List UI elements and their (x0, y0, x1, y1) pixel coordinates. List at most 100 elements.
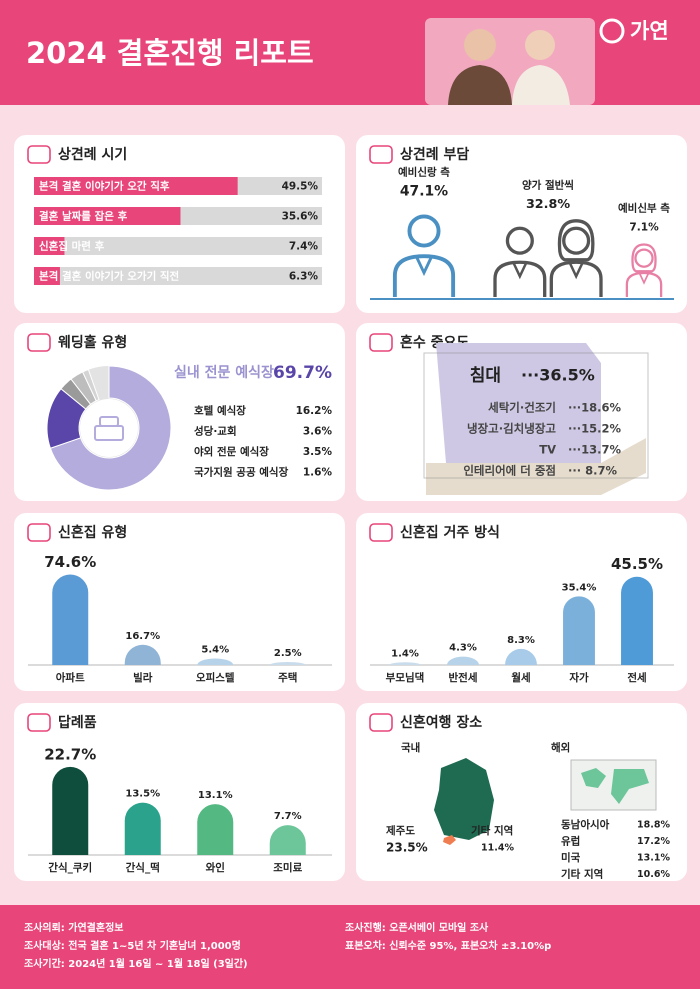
bar (34, 207, 181, 225)
value-label: 2.5% (274, 648, 302, 659)
panel-icon (369, 713, 393, 732)
list-label: 세탁기·건조기 (488, 401, 556, 415)
bar-track (34, 237, 322, 255)
panel (356, 135, 687, 313)
legend-value: 16.2% (296, 405, 333, 417)
bar (389, 662, 421, 665)
bed-headboard (436, 343, 601, 463)
value-label: 13.1% (198, 790, 233, 801)
place-label: 동남아시아 (561, 818, 610, 831)
value-label: 49.5% (282, 181, 319, 193)
category-label: 월세 (511, 671, 530, 684)
footer-note: 조사기간: 2024년 1월 16일 ~ 1월 18일 (3일간) (24, 957, 248, 970)
value-label: 4.3% (449, 643, 477, 654)
bed-base (426, 438, 646, 495)
value-label: 13.5% (125, 789, 160, 800)
category-label: 간식_떡 (126, 861, 160, 874)
panel-title: 상견례 부담 (400, 146, 469, 163)
body (392, 254, 456, 297)
bar (269, 661, 306, 665)
panel (14, 703, 345, 881)
legend-value: 3.5% (303, 446, 333, 458)
value-label: 32.8% (526, 197, 570, 212)
legend-label: 야외 전문 예식장 (194, 445, 269, 458)
bar (269, 825, 306, 855)
category-label: 조미료 (273, 861, 302, 874)
footer-note: 조사대상: 전국 결혼 1~5년 차 기혼남녀 1,000명 (24, 939, 241, 952)
value-label: 7.7% (274, 811, 302, 822)
pie-slice (81, 368, 100, 402)
header-photo (425, 18, 595, 105)
bar (34, 237, 65, 255)
place-label: 기타 지역 (561, 868, 603, 881)
head (562, 226, 591, 255)
page-title: 2024 결혼진행 리포트 (26, 36, 314, 70)
panel (356, 513, 687, 691)
korea-map (434, 758, 494, 840)
place-label: 제주도 (386, 824, 415, 837)
place-value: 23.5% (386, 841, 428, 855)
bar (197, 658, 234, 665)
value-label: 8.3% (507, 635, 535, 646)
category-label: 예비신랑 측 (398, 166, 450, 179)
bar-label: 본격 결혼 이야기가 오가기 직전 (39, 270, 179, 283)
panel-icon (369, 145, 393, 164)
list-value: ···18.6% (568, 401, 621, 415)
bar-label: 본격 결혼 이야기가 오간 직후 (39, 180, 170, 193)
category-label: 양가 절반씩 (522, 178, 574, 191)
value-label: 16.7% (125, 631, 160, 642)
value-label: 45.5% (611, 555, 663, 573)
category-label: 예비신부 측 (618, 202, 670, 215)
bar (563, 596, 595, 665)
place-label: 미국 (561, 851, 581, 864)
panel-title: 신혼집 거주 방식 (400, 524, 500, 541)
legend-value: 3.6% (303, 426, 333, 438)
bar-track (34, 267, 322, 285)
list-value: ···13.7% (568, 443, 621, 457)
place-value: 11.4% (481, 843, 514, 854)
bar (621, 576, 653, 665)
brand-logo (599, 18, 625, 44)
cake-icon (99, 416, 119, 427)
bar (447, 656, 479, 665)
bar (505, 648, 537, 665)
collar (638, 272, 650, 285)
person-icon (625, 243, 663, 297)
place-label: 유럽 (561, 835, 580, 848)
category-label: 자가 (569, 671, 589, 684)
panel-title: 답례품 (58, 714, 97, 731)
head (505, 226, 534, 255)
bar (34, 177, 238, 195)
category-label: 전세 (627, 671, 646, 684)
value-label: 35.4% (562, 582, 597, 593)
legend-main-label: 실내 전문 예식장 (174, 364, 274, 381)
panel-icon (27, 333, 51, 352)
footer-note: 조사진행: 오픈서베이 모바일 조사 (345, 921, 489, 934)
pie-slice (49, 365, 172, 491)
world-map-land (581, 768, 649, 804)
group-label: 국내 (401, 741, 420, 754)
bar-label: 결혼 날짜를 잡은 후 (39, 210, 128, 223)
panel-title: 상견례 시기 (58, 146, 127, 163)
collar (414, 255, 434, 277)
head (634, 248, 654, 268)
panel-title: 웨딩홀 유형 (58, 334, 127, 351)
body (549, 260, 603, 297)
hair (631, 243, 657, 273)
collar (512, 261, 528, 280)
footer-note: 표본오차: 신뢰수준 95%, 표본오차 ±3.10%p (345, 939, 551, 952)
person-icon (549, 219, 603, 297)
brand: 가연 (630, 19, 669, 43)
bar (52, 574, 89, 665)
legend-label: 성당·교회 (194, 425, 237, 438)
pie-center (80, 399, 138, 457)
person-icon (493, 226, 547, 297)
value-label: 5.4% (201, 644, 229, 655)
list-value: ···15.2% (568, 422, 621, 436)
hair (557, 219, 595, 262)
category-label: 빌라 (133, 671, 153, 684)
panel (356, 703, 687, 881)
value-label: 35.6% (282, 211, 319, 223)
